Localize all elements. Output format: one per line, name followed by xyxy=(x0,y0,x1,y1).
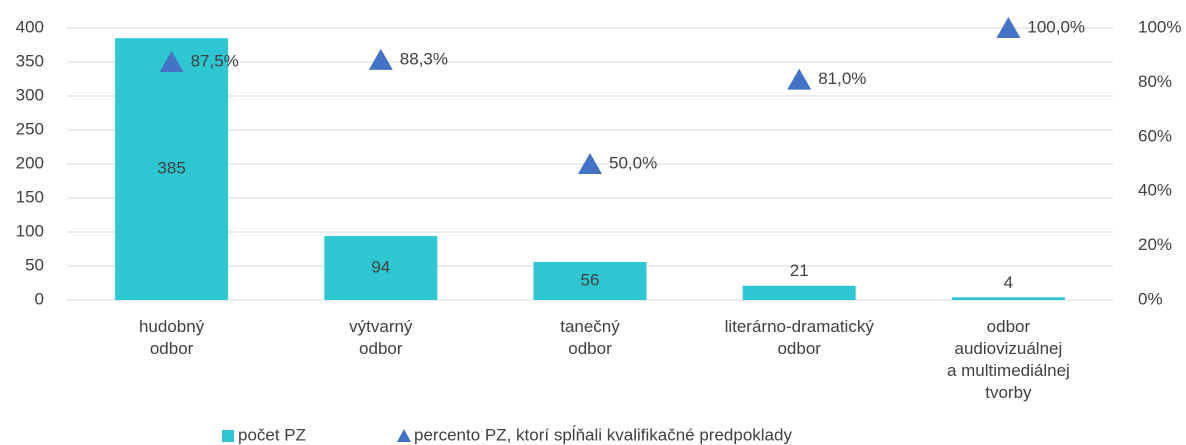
legend-label: percento PZ, ktorí spĺňali kvalifikačné … xyxy=(414,425,792,444)
y2-tick-label: 0% xyxy=(1138,289,1163,308)
legend-label: počet PZ xyxy=(238,425,306,444)
marker-triangle xyxy=(368,48,393,70)
marker-value-label: 81,0% xyxy=(818,69,866,88)
x-tick-label: literárno-dramatický odbor xyxy=(725,317,875,358)
bar-value-label: 56 xyxy=(581,270,600,289)
bar xyxy=(324,236,438,300)
y-tick-label: 400 xyxy=(16,17,44,36)
x-tick-label: výtvarný odbor xyxy=(349,317,413,358)
y-tick-label: 350 xyxy=(16,51,44,70)
legend-swatch xyxy=(397,429,411,442)
y-tick-label: 0 xyxy=(35,289,44,308)
x-tick-label: tanečný odbor xyxy=(560,317,620,358)
bar xyxy=(533,261,647,300)
marker-value-label: 50,0% xyxy=(609,153,657,172)
y2-tick-label: 60% xyxy=(1138,126,1172,145)
marker-triangle xyxy=(787,68,812,90)
marker-value-label: 87,5% xyxy=(191,51,239,70)
marker-value-label: 100,0% xyxy=(1027,17,1085,36)
y-tick-label: 150 xyxy=(16,187,44,206)
bar xyxy=(115,38,229,300)
marker-triangle xyxy=(578,153,602,174)
bar-value-label: 385 xyxy=(157,159,185,178)
marker-value-label: 88,3% xyxy=(400,49,448,68)
bar-value-label: 21 xyxy=(790,261,809,280)
y2-tick-label: 80% xyxy=(1138,72,1172,91)
y-tick-label: 250 xyxy=(16,119,44,138)
bar xyxy=(951,297,1065,300)
bar-value-label: 94 xyxy=(371,258,390,277)
y-tick-label: 100 xyxy=(16,221,44,240)
bar xyxy=(742,285,856,300)
bar-value-label: 4 xyxy=(1004,273,1013,292)
y-tick-label: 50 xyxy=(25,255,44,274)
x-tick-label: hudobný odbor xyxy=(139,317,205,358)
y2-tick-label: 40% xyxy=(1138,181,1172,200)
y2-tick-label: 20% xyxy=(1138,235,1172,254)
y-tick-label: 300 xyxy=(16,85,44,104)
legend-swatch xyxy=(222,430,234,442)
y2-tick-label: 100% xyxy=(1138,17,1181,36)
marker-triangle xyxy=(996,17,1021,38)
y-tick-label: 200 xyxy=(16,153,44,172)
x-tick-label: odbor audiovizuálnej a multimediálnej tvorb… xyxy=(947,317,1070,402)
marker-triangle xyxy=(159,51,184,72)
